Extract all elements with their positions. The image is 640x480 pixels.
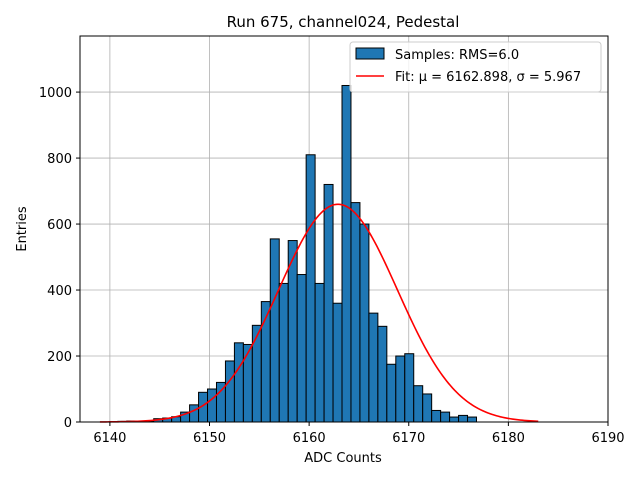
histogram-bar [296, 274, 307, 423]
y-tick-label: 1000 [39, 86, 72, 101]
histogram-bar [305, 154, 316, 423]
histogram-bar [251, 324, 262, 423]
histogram-bar [431, 409, 442, 423]
histogram-bar [332, 302, 343, 423]
chart-title: Run 675, channel024, Pedestal [227, 13, 460, 31]
histogram-bar [233, 342, 244, 423]
gaussian-fit-curve [99, 203, 539, 423]
x-tick-label: 6180 [492, 431, 525, 446]
fit-curve-line [99, 203, 539, 423]
histogram-bar [458, 414, 469, 423]
histogram-bars [117, 84, 477, 423]
histogram-bar [467, 416, 477, 423]
legend-bar-swatch [355, 47, 385, 60]
histogram-bar [422, 393, 433, 423]
x-axis-label: ADC Counts [304, 451, 382, 466]
histogram-bar [242, 343, 253, 423]
legend-histogram-label: Samples: RMS=6.0 [395, 48, 519, 63]
plot-frame [79, 35, 609, 423]
histogram-bar [350, 202, 361, 423]
histogram-bar [368, 312, 379, 423]
histogram-bar [341, 84, 352, 423]
legend-fit-label: Fit: μ = 6162.898, σ = 5.967 [395, 70, 581, 85]
x-tick-label: 6170 [392, 431, 425, 446]
histogram-bar [269, 238, 280, 423]
x-tick-label: 6140 [93, 431, 126, 446]
y-tick-label: 400 [47, 284, 72, 299]
histogram-bar [359, 223, 370, 423]
y-tick-label: 0 [64, 416, 72, 431]
x-tick-label: 6150 [193, 431, 226, 446]
legend-box [349, 41, 602, 93]
histogram-bar [287, 240, 298, 423]
y-axis-label: Entries [15, 206, 30, 252]
histogram-bar [189, 404, 200, 423]
x-axis-ticks: 6140 6150 6160 6170 6180 6190 [93, 422, 625, 446]
x-tick-label: 6160 [293, 431, 326, 446]
legend: Samples: RMS=6.0 Fit: μ = 6162.898, σ = … [349, 41, 602, 93]
histogram-bar [440, 411, 451, 423]
histogram-bar [413, 385, 424, 423]
histogram-bar [278, 282, 289, 423]
histogram-bar [207, 388, 217, 423]
y-tick-label: 200 [47, 350, 72, 365]
histogram-bar [314, 282, 325, 423]
x-tick-label: 6190 [591, 431, 624, 446]
histogram-bar [323, 183, 334, 423]
histogram-bar [404, 353, 415, 423]
histogram-bar [449, 416, 460, 423]
y-axis-ticks: 0 200 400 600 800 1000 [39, 86, 80, 431]
y-tick-label: 800 [47, 152, 72, 167]
histogram-bar [224, 360, 235, 423]
y-tick-label: 600 [47, 218, 72, 233]
histogram-bar [386, 363, 397, 423]
histogram-bar [395, 355, 406, 423]
histogram-bar [377, 325, 388, 423]
